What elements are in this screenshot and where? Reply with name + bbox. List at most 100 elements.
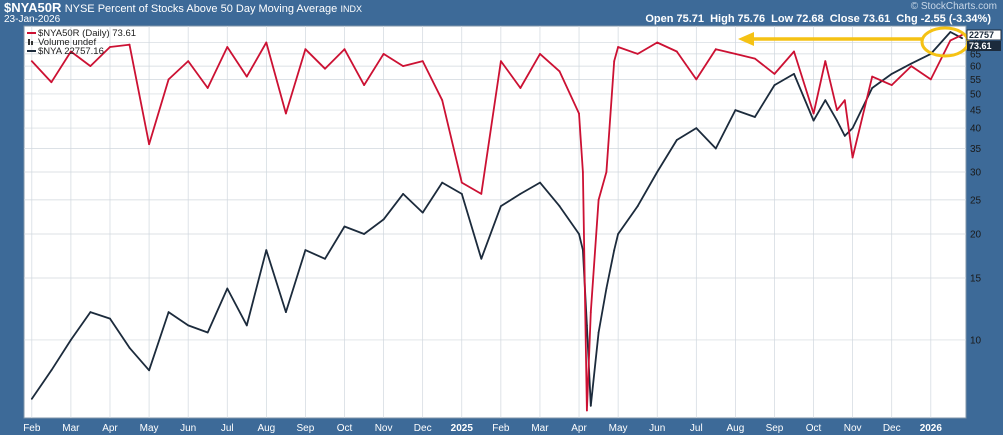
data-point	[285, 311, 287, 313]
data-point	[441, 99, 444, 102]
x-tick-label: Feb	[492, 423, 510, 434]
data-point	[245, 75, 248, 78]
ohlc-readout: Open 75.71 High 75.76 Low 72.68 Close 73.61 …	[642, 13, 991, 25]
data-point	[519, 193, 522, 195]
price-tag-nya50r-box	[967, 41, 1001, 51]
data-point	[890, 84, 893, 86]
open-value: 75.71	[676, 13, 705, 25]
series-lines	[30, 31, 963, 412]
y-tick-label: 60	[970, 62, 982, 73]
data-point	[617, 46, 619, 48]
y-tick-label: 50	[970, 89, 982, 100]
high-value: 75.76	[737, 13, 766, 25]
x-tick-label: Jul	[221, 423, 234, 434]
data-point	[226, 46, 229, 48]
x-tick-label: Mar	[531, 423, 549, 434]
data-point	[734, 53, 737, 55]
x-tick-label: Nov	[375, 423, 393, 434]
data-point	[480, 193, 483, 195]
x-tick-label: Oct	[806, 423, 822, 434]
y-tick-label: 15	[970, 273, 982, 284]
data-point	[421, 211, 424, 214]
date-label: 23-Jan-2026	[4, 14, 61, 25]
data-point	[793, 73, 795, 75]
chart-legend: $NYA50R (Daily) 73.61 Volume undef $NYA …	[27, 28, 136, 57]
y-tick-label: 40	[970, 124, 982, 135]
data-point	[226, 287, 229, 290]
data-point	[675, 139, 678, 141]
data-point	[910, 62, 913, 65]
data-point	[500, 60, 502, 62]
data-point	[929, 78, 932, 81]
low-label: Low	[771, 13, 794, 25]
data-point	[636, 205, 639, 208]
legend-nya50r: $NYA50R (Daily) 73.61	[38, 28, 136, 39]
data-point	[836, 119, 838, 122]
data-point	[824, 99, 827, 102]
x-tick-label: Oct	[337, 423, 353, 434]
data-point	[871, 87, 874, 89]
data-point	[578, 112, 580, 115]
data-point	[441, 181, 444, 184]
data-point	[30, 60, 33, 62]
data-point	[167, 311, 170, 313]
data-point	[500, 205, 502, 208]
data-point	[824, 60, 827, 62]
data-point	[480, 257, 483, 260]
data-point	[949, 39, 952, 42]
data-point	[586, 409, 588, 412]
high-label: High	[710, 13, 735, 25]
data-point	[285, 112, 287, 115]
data-point	[851, 156, 854, 159]
grid-lines	[24, 26, 966, 418]
exchange-label: INDX	[340, 4, 363, 14]
data-point	[582, 171, 584, 173]
x-tick-label: Aug	[257, 423, 275, 434]
data-point	[890, 73, 893, 75]
data-point	[586, 324, 588, 327]
data-point	[128, 43, 131, 46]
annotation-arrow-head	[738, 32, 754, 46]
data-point	[206, 331, 209, 334]
data-point	[245, 324, 248, 327]
x-tick-label: May	[140, 423, 159, 434]
data-point	[30, 398, 33, 400]
data-point	[70, 339, 72, 341]
data-point	[589, 404, 592, 407]
data-point	[50, 81, 53, 84]
data-point	[578, 233, 580, 235]
data-point	[324, 67, 326, 70]
y-axis-ticks: 10152025303540455055606570	[970, 38, 982, 346]
data-point	[812, 112, 815, 115]
data-point	[382, 53, 385, 55]
y-tick-label: 10	[970, 335, 982, 346]
legend-swatch-volume-bar2	[31, 41, 33, 45]
data-point	[265, 41, 268, 44]
data-point	[402, 65, 404, 67]
data-point	[50, 369, 53, 372]
data-point	[597, 331, 600, 334]
data-point	[675, 50, 678, 53]
chg-label: Chg	[896, 13, 918, 25]
data-point	[605, 171, 608, 173]
low-value: 72.68	[796, 13, 824, 25]
open-label: Open	[645, 13, 674, 25]
data-point	[128, 346, 131, 349]
data-point	[910, 65, 913, 67]
symbol-label[interactable]: $NYA50R	[4, 0, 62, 15]
data-point	[656, 171, 659, 173]
y-tick-label: 20	[970, 229, 982, 240]
data-point	[187, 324, 190, 327]
data-point	[89, 65, 92, 67]
x-tick-label: Jun	[649, 423, 665, 434]
x-tick-label: Aug	[726, 423, 744, 434]
data-point	[714, 48, 717, 51]
price-tag-nya: 22757	[969, 30, 994, 40]
data-point	[109, 317, 111, 320]
data-point	[363, 233, 365, 235]
data-point	[597, 199, 600, 201]
data-point	[304, 249, 307, 252]
data-point	[812, 119, 815, 122]
data-point	[734, 109, 737, 111]
